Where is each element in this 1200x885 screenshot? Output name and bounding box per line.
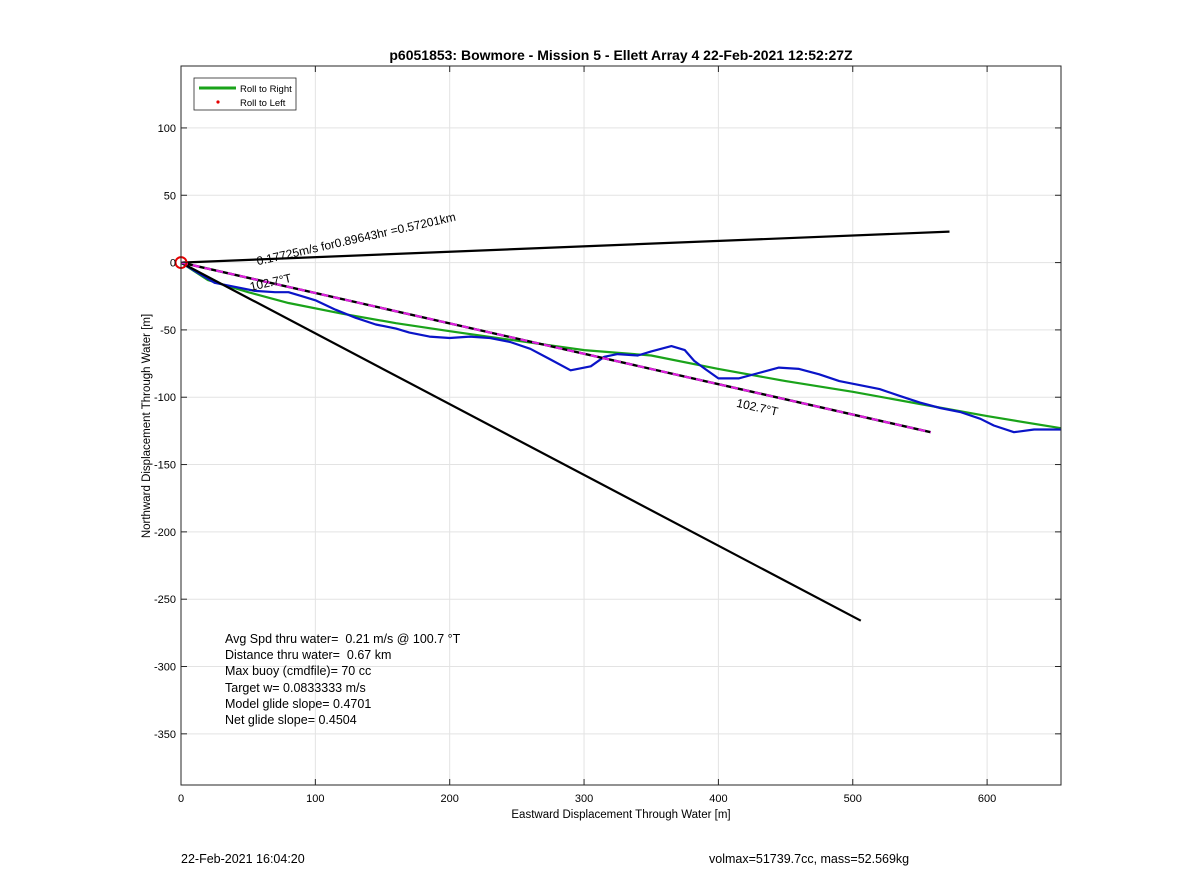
y-tick-label: -250 <box>154 594 176 606</box>
stats-block: Avg Spd thru water= 0.21 m/s @ 100.7 °T … <box>225 632 461 727</box>
x-tick-label: 500 <box>844 793 862 805</box>
y-tick-label: -50 <box>160 325 176 337</box>
stat-avg-speed: Avg Spd thru water= 0.21 m/s @ 100.7 °T <box>225 632 461 646</box>
series-line-current <box>180 261 931 434</box>
x-tick-label: 100 <box>306 793 324 805</box>
legend: Roll to Right Roll to Left <box>193 77 297 111</box>
y-tick-label: -100 <box>154 392 176 404</box>
y-tick-label: -200 <box>154 527 176 539</box>
x-tick-label: 200 <box>441 793 459 805</box>
x-tick-label: 0 <box>178 793 184 805</box>
stat-distance: Distance thru water= 0.67 km <box>225 648 391 662</box>
plot-frame <box>180 65 1062 786</box>
series-line-track <box>180 261 1061 434</box>
data-series <box>174 230 1062 622</box>
y-axis-label: Northward Displacement Through Water [m] <box>141 314 153 538</box>
footer-vol-mass: volmax=51739.7cc, mass=52.569kg <box>709 852 910 866</box>
legend-entry-roll-left: Roll to Left <box>240 98 286 109</box>
y-axis-ticks: 100 50 0 -50 -100 -150 -200 -250 -300 -350 <box>154 123 1061 741</box>
y-tick-label: 0 <box>170 258 176 270</box>
x-tick-label: 300 <box>575 793 593 805</box>
y-tick-label: 50 <box>164 190 176 202</box>
legend-swatch-roll-left <box>216 100 220 104</box>
stat-net-glide-slope: Net glide slope= 0.4504 <box>225 713 357 727</box>
y-tick-label: -150 <box>154 460 176 472</box>
series-line-heading <box>180 261 862 622</box>
x-tick-label: 400 <box>709 793 727 805</box>
y-tick-label: 100 <box>158 123 176 135</box>
x-axis-ticks: 0 100 200 300 400 500 600 <box>178 66 996 805</box>
legend-box <box>193 77 297 111</box>
series-line-heading <box>180 230 950 264</box>
grid-lines <box>180 66 1061 785</box>
y-tick-label: -350 <box>154 729 176 741</box>
stat-target-w: Target w= 0.0833333 m/s <box>225 681 366 695</box>
stat-max-buoy: Max buoy (cmdfile)= 70 cc <box>225 664 371 678</box>
x-axis-label: Eastward Displacement Through Water [m] <box>511 809 730 821</box>
x-tick-label: 600 <box>978 793 996 805</box>
footer-timestamp: 22-Feb-2021 16:04:20 <box>181 852 305 866</box>
legend-entry-roll-right: Roll to Right <box>240 84 292 95</box>
plot-area <box>181 66 1061 785</box>
chart-title: p6051853: Bowmore - Mission 5 - Ellett A… <box>389 47 853 63</box>
stat-model-glide-slope: Model glide slope= 0.4701 <box>225 697 371 711</box>
y-tick-label: -300 <box>154 662 176 674</box>
